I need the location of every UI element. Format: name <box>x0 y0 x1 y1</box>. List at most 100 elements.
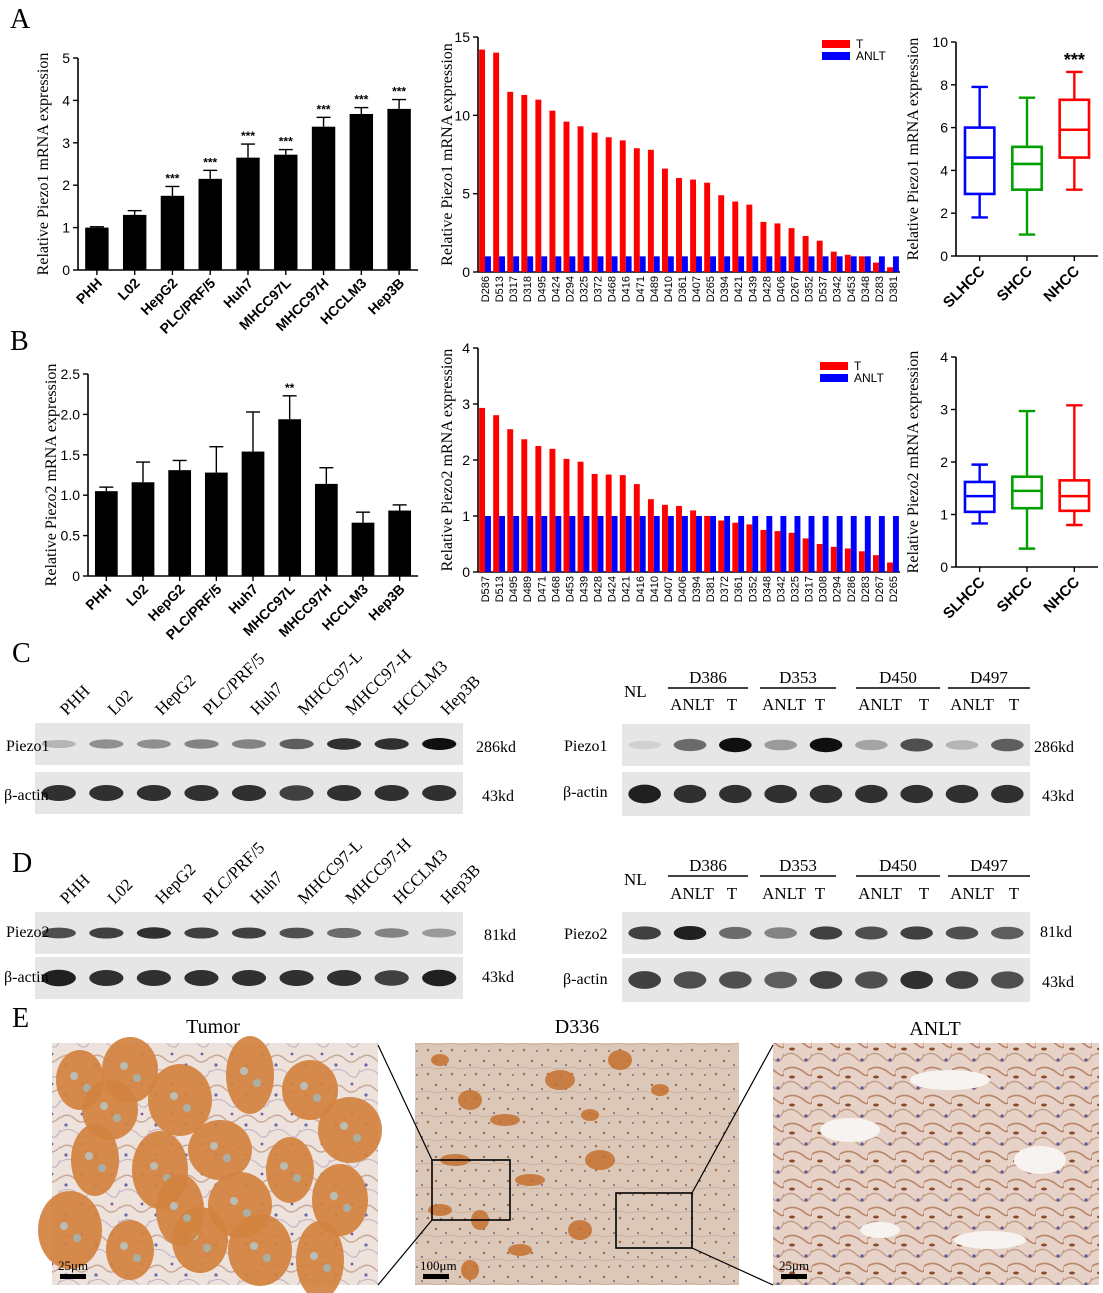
y-tick-label: 2 <box>62 177 70 193</box>
bar-anlt <box>696 256 702 272</box>
bar-anlt <box>864 516 871 572</box>
significance-mark: *** <box>279 135 293 149</box>
panel-label-d: D <box>12 848 33 879</box>
nucleus <box>263 1254 271 1262</box>
blot-band <box>422 785 457 801</box>
x-tick-label: L02 <box>123 581 152 610</box>
blot-band <box>945 971 979 989</box>
lane-label-anlt: ANLT <box>670 884 714 903</box>
tumor-nest <box>132 1131 188 1209</box>
blot-band <box>41 739 76 749</box>
blot-band <box>945 784 979 804</box>
x-tick-label: D283 <box>874 276 886 302</box>
kd-label-43: 43kd <box>482 788 514 805</box>
y-axis-title: Relative Piezo2 mRNA expression <box>439 349 456 572</box>
blot-band <box>991 784 1024 804</box>
bar-t <box>690 179 697 272</box>
zoom-box-tumor <box>431 1159 511 1221</box>
tumor-nest <box>266 1137 314 1203</box>
lane-label: MHCC97-L <box>294 647 366 719</box>
blot-band <box>809 926 843 940</box>
bar-t <box>774 223 781 272</box>
tumor-nest <box>56 1050 104 1110</box>
bar-anlt <box>808 256 815 272</box>
blot-band <box>184 970 219 986</box>
group-label: D450 <box>879 668 917 687</box>
bar-anlt <box>485 256 491 272</box>
lane-label: HCCLM3 <box>389 657 451 719</box>
bar <box>387 108 411 270</box>
x-tick-label: D294 <box>564 276 576 302</box>
tumor-nest <box>71 1124 119 1196</box>
bar-anlt <box>485 516 491 572</box>
x-tick-label: D410 <box>649 576 661 602</box>
nucleus <box>203 1244 211 1252</box>
bar-t <box>549 110 556 272</box>
bar-t <box>619 475 626 572</box>
x-tick-label: D428 <box>761 276 773 302</box>
x-tick-label: D267 <box>874 576 886 602</box>
y-tick-label: 10 <box>454 107 470 123</box>
y-tick-label: 3 <box>940 402 948 418</box>
x-tick-label: D537 <box>818 276 830 302</box>
y-tick-label: 0.5 <box>61 528 81 544</box>
bar-t <box>676 505 682 572</box>
bar-anlt <box>850 516 857 572</box>
bar <box>198 178 222 270</box>
blot-band <box>764 739 797 751</box>
nucleus <box>230 1197 238 1205</box>
kd-label-286: 286kd <box>476 739 516 756</box>
lane-label-anlt: ANLT <box>950 884 994 903</box>
group-label: D353 <box>779 668 817 687</box>
blot-band <box>764 784 797 804</box>
bar-t <box>887 267 893 272</box>
bar-anlt <box>569 516 576 572</box>
blot-band <box>136 970 172 986</box>
nucleus <box>85 1152 93 1160</box>
bar-t <box>816 544 823 572</box>
bar-t <box>563 121 570 272</box>
y-tick-label: 0 <box>72 568 80 584</box>
connector-line <box>377 1044 433 1161</box>
lane-label-t: T <box>815 884 826 903</box>
ihc-title-d336: D336 <box>555 1016 599 1038</box>
blot-band <box>231 970 267 986</box>
x-tick-label: HCCLM3 <box>319 581 372 634</box>
nucleus <box>170 1202 178 1210</box>
bar <box>236 157 260 270</box>
x-tick-label: D468 <box>607 276 619 302</box>
bar-t <box>493 415 500 572</box>
bar-t <box>591 474 598 572</box>
bar-t <box>844 254 851 272</box>
blot-band <box>231 785 267 801</box>
vessel-lumen <box>1014 1146 1066 1174</box>
blot-band <box>764 971 797 989</box>
y-tick-label: 4 <box>462 340 470 356</box>
x-tick-label: D381 <box>888 276 900 302</box>
bar-anlt <box>513 256 520 272</box>
y-tick-label: 3 <box>462 396 470 412</box>
y-tick-label: 15 <box>454 29 470 45</box>
legend-label: T <box>856 37 864 51</box>
x-tick-label: D513 <box>494 276 506 302</box>
bar-t <box>690 510 697 572</box>
x-tick-label: D424 <box>607 576 619 602</box>
blot-band <box>809 784 843 804</box>
blot-band <box>41 969 76 987</box>
bar-t <box>507 91 514 272</box>
x-tick-label: D372 <box>593 276 605 302</box>
significance-mark: *** <box>354 93 368 107</box>
blot-background <box>35 772 463 814</box>
y-tick-label: 3 <box>62 135 70 151</box>
blot-band <box>374 970 409 986</box>
bar-t <box>633 484 640 572</box>
nucleus <box>60 1222 68 1230</box>
legend-label: ANLT <box>854 371 884 385</box>
vessel-lumen <box>820 1118 880 1142</box>
bar-t <box>732 522 739 572</box>
bar <box>85 227 109 270</box>
bar-t <box>774 531 781 572</box>
x-tick-label: D361 <box>677 276 689 302</box>
y-tick-label: 1.5 <box>61 447 81 463</box>
lane-label-anlt: ANLT <box>950 695 994 714</box>
